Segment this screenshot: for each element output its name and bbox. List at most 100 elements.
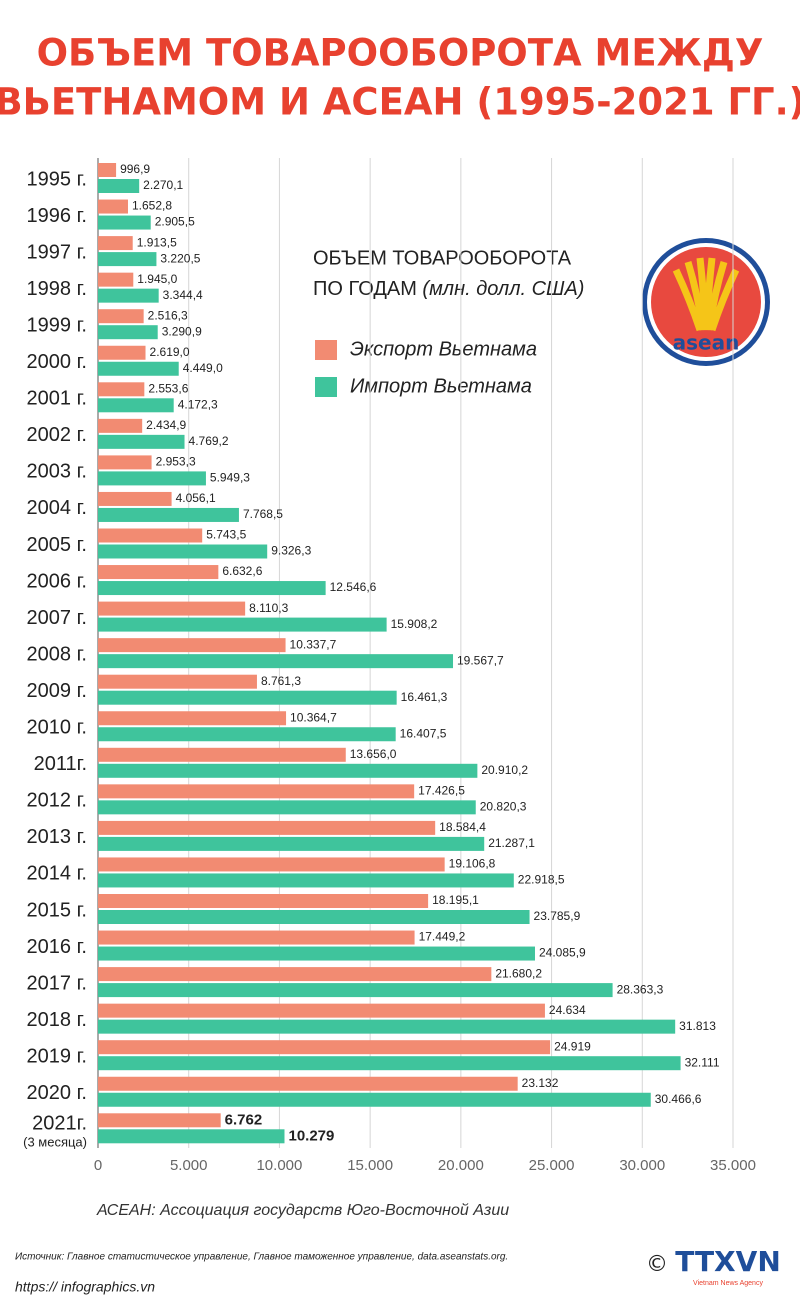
bar — [98, 617, 387, 632]
bar — [98, 820, 436, 835]
bar — [98, 288, 159, 303]
value-label: 30.466,6 — [655, 1092, 702, 1106]
category-label: 1995 г. — [27, 168, 87, 190]
category-note: (3 месяца) — [23, 1135, 87, 1150]
bar — [98, 1040, 551, 1055]
value-label: 3.290,9 — [162, 324, 202, 338]
bar — [98, 382, 145, 397]
value-label: 8.110,3 — [249, 601, 288, 615]
category-label: 2020 г. — [27, 1082, 87, 1104]
category-label: 2019 г. — [27, 1045, 87, 1067]
value-label: 4.449,0 — [183, 361, 223, 375]
bar — [98, 418, 143, 433]
bar — [98, 601, 246, 616]
bar — [98, 654, 454, 669]
value-label: 2.553,6 — [148, 381, 188, 395]
title-line: ОБЪЕМ ТОВАРООБОРОТА МЕЖДУ — [37, 32, 764, 75]
category-label: 2006 г. — [27, 570, 87, 592]
bar — [98, 763, 478, 778]
value-label: 2.270,1 — [143, 178, 183, 192]
x-tick-label: 30.000 — [619, 1157, 665, 1174]
category-label: 1998 г. — [27, 278, 87, 300]
source: Источник: Главное статистическое управле… — [15, 1252, 508, 1263]
category-label: 2018 г. — [27, 1009, 87, 1031]
agency-sub: Vietnam News Agency — [693, 1280, 763, 1287]
bar — [98, 252, 157, 267]
bar — [98, 784, 415, 799]
value-label: 20.820,3 — [480, 800, 527, 814]
legend-unit: (млн. долл. США) — [422, 278, 584, 300]
value-label: 4.056,1 — [176, 491, 216, 505]
bar — [98, 1129, 285, 1144]
category-label: 2004 г. — [27, 497, 87, 519]
value-label: 2.953,3 — [156, 455, 196, 469]
value-label: 10.279 — [288, 1127, 334, 1144]
bar — [98, 1056, 681, 1071]
bar — [98, 398, 174, 413]
bar — [98, 1113, 221, 1128]
x-tick-label: 0 — [94, 1157, 102, 1174]
logo-text: asean — [673, 331, 740, 355]
bar — [98, 507, 239, 522]
category-label: 2012 г. — [27, 790, 87, 812]
x-tick-label: 15.000 — [347, 1157, 393, 1174]
value-label: 17.426,5 — [418, 784, 465, 798]
legend-label: Импорт Вьетнама — [350, 375, 532, 397]
bar — [98, 471, 206, 486]
value-label: 31.813 — [679, 1019, 716, 1033]
value-label: 1.945,0 — [137, 272, 177, 286]
bar — [98, 836, 485, 851]
value-label: 24.919 — [554, 1039, 591, 1053]
agency-logo: TTXVN — [675, 1245, 781, 1278]
legend-swatch — [315, 377, 337, 397]
value-label: 996,9 — [120, 162, 150, 176]
value-label: 19.567,7 — [457, 653, 504, 667]
value-label: 21.680,2 — [495, 966, 542, 980]
legend-label: Экспорт Вьетнама — [350, 338, 537, 360]
value-label: 23.785,9 — [534, 909, 581, 923]
legend-swatch — [315, 340, 337, 360]
value-label: 12.546,6 — [330, 580, 377, 594]
x-tick-label: 25.000 — [529, 1157, 575, 1174]
value-label: 9.326,3 — [271, 544, 311, 558]
x-tick-label: 5.000 — [170, 1157, 208, 1174]
bar — [98, 455, 152, 470]
value-label: 8.761,3 — [261, 674, 301, 688]
legend-title: ПО ГОДАМ — [313, 278, 417, 300]
value-label: 4.769,2 — [189, 434, 229, 448]
value-label: 24.085,9 — [539, 946, 586, 960]
value-label: 18.195,1 — [432, 893, 479, 907]
copyright: © — [646, 1252, 668, 1277]
bar — [98, 894, 429, 908]
value-label: 5.949,3 — [210, 471, 250, 485]
bar — [98, 236, 133, 251]
bar — [98, 800, 476, 815]
bar — [98, 946, 535, 961]
value-label: 18.584,4 — [439, 820, 486, 834]
bar — [98, 690, 397, 705]
bar — [98, 1003, 545, 1018]
category-label: 2013 г. — [27, 826, 87, 848]
category-label: 2010 г. — [27, 717, 87, 739]
value-label: 5.743,5 — [206, 528, 246, 542]
bar — [98, 325, 158, 340]
value-label: 2.516,3 — [148, 308, 188, 322]
bar — [98, 345, 146, 360]
value-label: 6.762 — [225, 1111, 263, 1128]
value-label: 20.910,2 — [481, 763, 528, 777]
value-label: 21.287,1 — [488, 836, 535, 850]
asean-logo: asean — [642, 238, 770, 366]
category-label: 2015 г. — [27, 899, 87, 921]
category-label: 2001 г. — [27, 388, 87, 410]
category-label: 2009 г. — [27, 680, 87, 702]
category-label: 1997 г. — [27, 241, 87, 263]
value-label: 7.768,5 — [243, 507, 283, 521]
category-label: 1999 г. — [27, 314, 87, 336]
value-label: 24.634 — [549, 1003, 586, 1017]
legend-title: ОБЪЕМ ТОВАРООБОРОТА — [313, 247, 572, 269]
legend-title: ПО ГОДАМ (млн. долл. США) — [313, 278, 584, 300]
url: https:// infographics.vn — [15, 1279, 155, 1295]
value-label: 3.220,5 — [160, 251, 200, 265]
category-label: 2017 г. — [27, 972, 87, 994]
